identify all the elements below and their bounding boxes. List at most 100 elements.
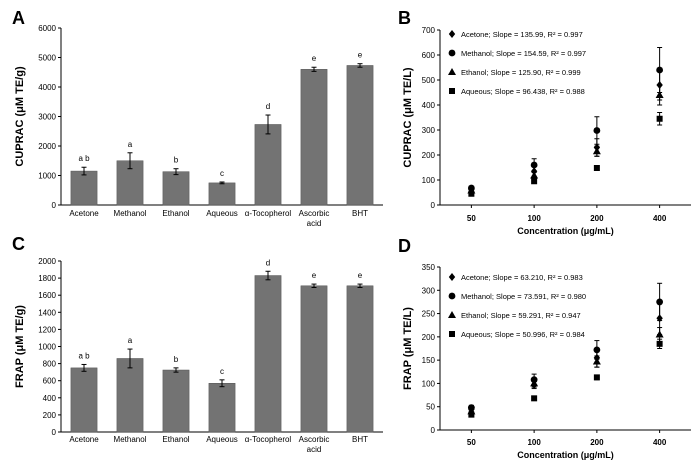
category-label: α-Tocopherol <box>245 435 292 444</box>
bar-ascorbic-acid <box>300 285 328 433</box>
category-label: BHT <box>352 209 368 218</box>
bar--tocopherol <box>254 124 282 206</box>
category-label: Ascorbic <box>299 435 330 444</box>
y-tick-label: 400 <box>43 394 57 403</box>
bar-ascorbic-acid <box>300 69 328 206</box>
y-axis-label: CUPRAC (μM TE/g) <box>14 66 26 167</box>
y-tick-label: 700 <box>422 26 436 35</box>
legend-marker-square <box>449 88 455 94</box>
x-tick-label: 200 <box>590 214 604 223</box>
category-label: Aqueous <box>206 209 238 218</box>
y-tick-label: 3000 <box>38 113 56 122</box>
y-tick-label: 1800 <box>38 274 56 283</box>
x-axis-label: Concentration (μg/mL) <box>517 226 614 236</box>
category-label: acid <box>307 219 322 228</box>
significance-letter: b <box>174 355 179 364</box>
legend-label: Methanol; Slope = 73.591, R² = 0.980 <box>461 292 586 301</box>
x-tick-label: 400 <box>653 438 667 447</box>
y-tick-label: 1400 <box>38 308 56 317</box>
significance-letter: c <box>220 169 224 178</box>
significance-letter: c <box>220 367 224 376</box>
significance-letter: d <box>266 102 270 111</box>
point-methanol <box>656 298 664 306</box>
panel-c: C 0 200 400 600 800 1000 1200 1400 1600 1800 2000 FR… <box>12 234 383 454</box>
significance-letter: a <box>128 336 133 345</box>
legend-marker-square <box>449 331 455 337</box>
y-tick-label: 0 <box>431 426 436 435</box>
panel-letter-d: D <box>398 236 411 256</box>
y-tick-label: 400 <box>422 101 436 110</box>
point-methanol <box>593 127 601 134</box>
y-tick-label: 1000 <box>38 172 56 181</box>
y-tick-label: 1200 <box>38 325 56 334</box>
bar-ethanol <box>162 171 190 206</box>
point-ethanol <box>592 357 601 365</box>
point-ethanol <box>655 91 664 98</box>
bar-methanol <box>116 358 144 433</box>
significance-letter: a b <box>78 351 90 360</box>
category-label: Acetone <box>69 209 99 218</box>
bar-bht <box>346 285 374 433</box>
point-methanol <box>593 346 601 354</box>
point-aqueous <box>593 165 600 171</box>
significance-letter: a <box>128 140 133 149</box>
x-tick-label: 400 <box>653 214 667 223</box>
y-tick-label: 0 <box>431 201 436 210</box>
x-axis-label: Concentration (μg/mL) <box>517 450 614 460</box>
legend-label: Ethanol; Slope = 125.90, R² = 0.999 <box>461 68 581 77</box>
legend-label: Aqueous; Slope = 96.438, R² = 0.988 <box>461 87 585 96</box>
legend-label: Aqueous; Slope = 50.996, R² = 0.984 <box>461 330 585 339</box>
bar-bht <box>346 65 374 206</box>
panel-d: D 0 50 100 150 200 250 300 350 FRAP (μM TE/L) 50 10… <box>398 236 691 460</box>
point-aqueous <box>468 411 475 418</box>
y-tick-label: 1000 <box>38 343 56 352</box>
y-tick-label: 500 <box>422 76 436 85</box>
y-tick-label: 50 <box>426 403 435 412</box>
category-label: Methanol <box>114 435 147 444</box>
legend-label: Methanol; Slope = 154.59, R² = 0.997 <box>461 49 586 58</box>
y-axis-label: FRAP (μM TE/g) <box>14 305 26 388</box>
bar-aqueous <box>208 383 236 433</box>
point-methanol <box>656 66 664 74</box>
significance-letter: e <box>312 54 317 63</box>
legend-marker-diamond <box>448 30 456 38</box>
panel-letter-b: B <box>398 8 411 28</box>
y-tick-label: 200 <box>422 333 436 342</box>
y-tick-label: 800 <box>43 360 57 369</box>
y-tick-label: 0 <box>52 428 57 437</box>
y-tick-label: 2000 <box>38 142 56 151</box>
point-aqueous <box>656 115 663 122</box>
bar--tocopherol <box>254 275 282 433</box>
y-tick-label: 5000 <box>38 54 56 63</box>
significance-letter: a b <box>78 154 90 163</box>
point-aqueous <box>468 190 475 197</box>
y-tick-label: 600 <box>43 377 57 386</box>
y-tick-label: 6000 <box>38 24 56 33</box>
x-tick-label: 50 <box>467 214 476 223</box>
significance-letter: d <box>266 258 270 267</box>
y-tick-label: 300 <box>422 126 436 135</box>
y-tick-label: 200 <box>43 411 57 420</box>
point-ethanol <box>655 330 664 338</box>
legend-marker-triangle <box>448 311 456 318</box>
bar-acetone <box>70 367 98 433</box>
y-tick-label: 600 <box>422 51 436 60</box>
y-tick-label: 150 <box>422 356 436 365</box>
legend-marker-triangle <box>448 68 456 75</box>
point-ethanol <box>530 379 539 387</box>
category-label: α-Tocopherol <box>245 209 292 218</box>
x-tick-label: 50 <box>467 438 476 447</box>
y-axis-label: FRAP (μM TE/L) <box>402 307 414 390</box>
y-tick-label: 0 <box>52 201 57 210</box>
y-tick-label: 2000 <box>38 257 56 266</box>
point-methanol <box>530 161 538 169</box>
point-aqueous <box>531 178 538 185</box>
point-ethanol <box>530 171 539 179</box>
category-label: Ethanol <box>162 435 189 444</box>
x-tick-label: 200 <box>590 438 604 447</box>
x-tick-label: 100 <box>527 214 541 223</box>
category-label: Ascorbic <box>299 209 330 218</box>
category-label: acid <box>307 445 322 454</box>
bar-aqueous <box>208 182 236 206</box>
